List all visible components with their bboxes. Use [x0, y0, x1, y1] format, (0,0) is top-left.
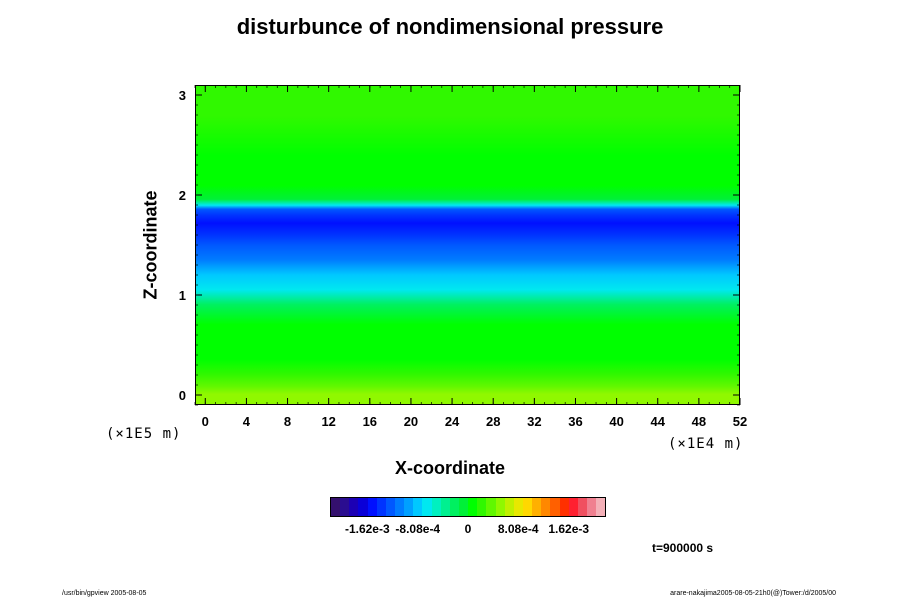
- x-tick-label: 32: [527, 414, 541, 429]
- x-tick-label: 52: [733, 414, 747, 429]
- colorbar-swatch: [349, 498, 359, 516]
- colorbar-swatch: [404, 498, 414, 516]
- colorbar-swatch: [331, 498, 341, 516]
- colorbar-swatch: [468, 498, 478, 516]
- y-tick-label: 2: [179, 188, 186, 203]
- colorbar-swatch: [504, 498, 514, 516]
- x-tick-label: 12: [321, 414, 335, 429]
- x-tick-label: 0: [202, 414, 209, 429]
- x-tick-label: 20: [404, 414, 418, 429]
- colorbar-swatch: [550, 498, 560, 516]
- x-tick-label: 8: [284, 414, 291, 429]
- chart-title: disturbunce of nondimensional pressure: [236, 14, 664, 39]
- colorbar-swatch: [559, 498, 569, 516]
- y-tick-label: 1: [179, 288, 186, 303]
- colorbar-swatch: [495, 498, 505, 516]
- x-tick-label: 4: [243, 414, 251, 429]
- pressure-field: [196, 86, 739, 404]
- colorbar-swatch: [522, 498, 533, 516]
- footer-left: /usr/bin/gpview 2005-08-05: [62, 590, 147, 597]
- x-tick-label: 16: [363, 414, 377, 429]
- colorbar-swatch: [541, 498, 551, 516]
- x-axis-label: X-coordinate: [394, 458, 505, 478]
- colorbar-swatch: [340, 498, 350, 516]
- y-tick-label: 0: [179, 388, 186, 403]
- colorbar-swatch: [394, 498, 405, 516]
- colorbar-swatch: [440, 498, 450, 516]
- colorbar-swatch: [477, 498, 487, 516]
- x-axis-unit: (×1E4 m): [668, 436, 744, 452]
- colorbar-tick-label: 1.62e-3: [548, 522, 590, 536]
- colorbar-swatch: [358, 498, 368, 516]
- time-label: t=900000 s: [652, 541, 714, 555]
- colorbar-swatch: [458, 498, 469, 516]
- colorbar-swatch: [422, 498, 432, 516]
- footer-right: arare-nakajima2005-08-05-21h0(@)Tower:/d…: [670, 590, 836, 597]
- colorbar-swatch: [513, 498, 523, 516]
- x-tick-label: 24: [445, 414, 460, 429]
- colorbar-swatch: [596, 498, 606, 516]
- colorbar-tick-label: 0: [464, 522, 472, 536]
- colorbar-swatch: [568, 498, 578, 516]
- colorbar-swatch: [413, 498, 423, 516]
- x-tick-label: 48: [692, 414, 706, 429]
- colorbar-swatch: [586, 498, 597, 516]
- x-tick-label: 40: [609, 414, 623, 429]
- colorbar-swatch: [376, 498, 386, 516]
- colorbar-swatch: [431, 498, 441, 516]
- colorbar-swatch: [486, 498, 496, 516]
- x-tick-label: 36: [568, 414, 582, 429]
- colorbar-swatch: [577, 498, 587, 516]
- colorbar-tick-label: -8.08e-4: [395, 522, 441, 536]
- plot-area: [195, 85, 740, 405]
- y-axis-unit: (×1E5 m): [106, 426, 182, 442]
- y-axis-label: Z-coordinate: [140, 190, 161, 300]
- colorbar-swatch: [449, 498, 459, 516]
- x-tick-label: 28: [486, 414, 500, 429]
- colorbar-swatch: [367, 498, 377, 516]
- colorbar: [330, 497, 606, 517]
- colorbar-swatch: [385, 498, 395, 516]
- colorbar-swatch: [532, 498, 542, 516]
- y-tick-label: 3: [179, 88, 186, 103]
- colorbar-tick-label: -1.62e-3: [344, 522, 390, 536]
- field-profile: [196, 86, 739, 404]
- colorbar-tick-label: 8.08e-4: [497, 522, 539, 536]
- x-tick-label: 44: [651, 414, 666, 429]
